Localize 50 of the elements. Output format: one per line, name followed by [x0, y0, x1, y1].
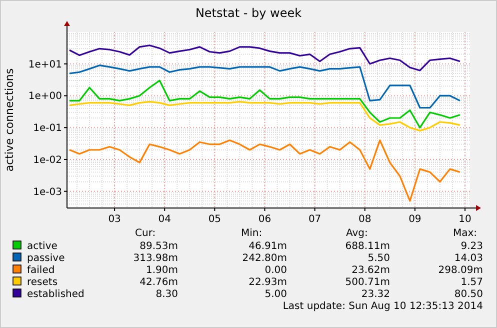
x-tick-label: 03: [108, 214, 121, 225]
text: Cur:: [135, 228, 156, 239]
legend-label: active: [27, 241, 58, 252]
text: 1.57: [460, 277, 483, 288]
text: 42.76m: [140, 277, 178, 288]
text: 8.30: [156, 289, 178, 300]
x-tick-label: 07: [308, 214, 322, 225]
text: 1.90m: [146, 265, 178, 276]
legend-label: failed: [27, 265, 55, 276]
line-series: [68, 139, 461, 202]
text: 23.32: [361, 289, 390, 300]
text: Min:: [241, 228, 262, 239]
text: 688.11m: [345, 241, 390, 252]
legend-label: established: [27, 289, 84, 300]
y-tick-label: 1e-03: [33, 186, 62, 198]
text: Max:: [453, 228, 478, 239]
legend-label: resets: [27, 277, 58, 288]
x-tick-label: 05: [208, 214, 222, 225]
text: 313.98m: [133, 253, 178, 264]
text: Last update: Sun Aug 10 12:35:13 2014: [282, 301, 483, 312]
x-tick-label: 10: [458, 214, 472, 225]
x-tick-label: 04: [158, 214, 171, 225]
text: 5.00: [264, 289, 287, 300]
text: 242.80m: [242, 253, 287, 264]
x-tick-label: 08: [358, 214, 372, 225]
y-axis-title: active connections: [3, 68, 16, 172]
text: Avg:: [346, 228, 368, 239]
line-series: [68, 100, 461, 132]
y-tick-label: 1e-01: [33, 123, 62, 134]
text: 298.09m: [438, 265, 483, 276]
y-tick-label: 1e+00: [28, 91, 62, 102]
text: 46.91m: [248, 241, 287, 252]
x-tick-label: 09: [408, 214, 422, 225]
text: 22.93m: [248, 277, 287, 288]
text: 89.53m: [140, 241, 178, 252]
text: 5.50: [368, 253, 390, 264]
y-tick-label: 1e-02: [33, 154, 62, 166]
text: 9.23: [460, 241, 483, 252]
text: 23.62m: [352, 265, 390, 276]
text: 80.50: [454, 289, 483, 300]
text: 0.00: [264, 265, 287, 276]
line-series: [68, 80, 461, 128]
text: 14.03: [454, 253, 483, 264]
text: 500.71m: [345, 277, 390, 288]
y-tick-label: 1e+01: [28, 59, 62, 70]
chart-title: Netstat - by week: [195, 6, 302, 20]
x-tick-label: 06: [258, 214, 272, 225]
line-series: [68, 64, 461, 109]
legend-label: passive: [27, 253, 65, 264]
line-series: [68, 44, 461, 72]
